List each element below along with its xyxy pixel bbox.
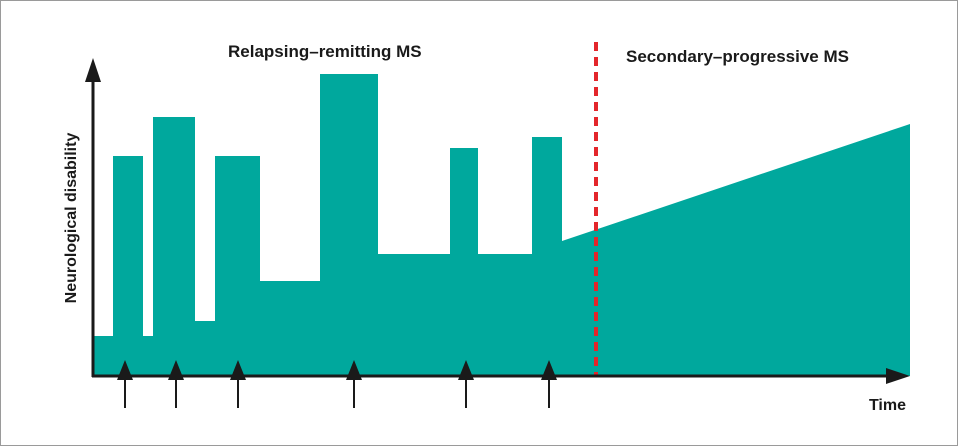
relapse-marker (458, 360, 474, 408)
up-arrow-icon (230, 360, 246, 380)
up-arrow-icon (458, 360, 474, 380)
y-axis-arrowhead (85, 58, 101, 82)
disability-area (93, 74, 910, 376)
relapse-marker (230, 360, 246, 408)
up-arrow-icon (541, 360, 557, 380)
relapse-marker (346, 360, 362, 408)
y-axis-label: Neurological disability (63, 133, 80, 304)
up-arrow-icon (346, 360, 362, 380)
relapsing-phase-label: Relapsing–remitting MS (228, 42, 422, 61)
relapse-marker (168, 360, 184, 408)
progressive-phase-label: Secondary–progressive MS (626, 47, 849, 66)
up-arrow-icon (168, 360, 184, 380)
x-axis-label: Time (869, 397, 906, 414)
x-axis-arrowhead (886, 368, 910, 384)
up-arrow-icon (117, 360, 133, 380)
relapse-marker (117, 360, 133, 408)
relapse-marker (541, 360, 557, 408)
